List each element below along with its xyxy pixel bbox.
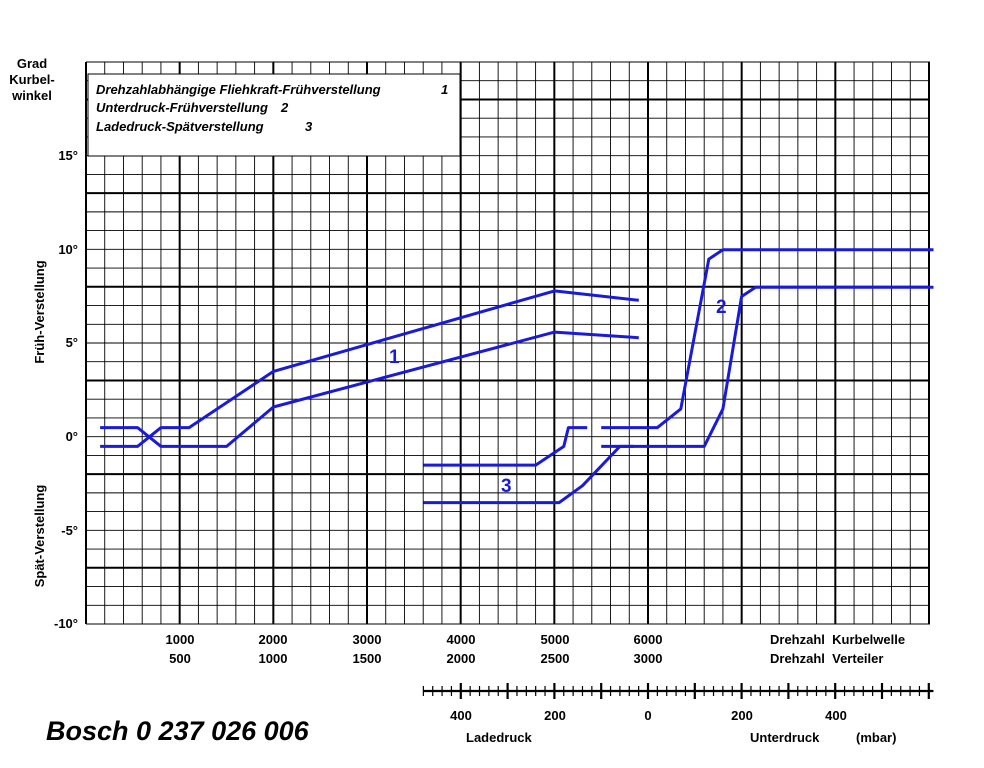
legend-box [87, 73, 461, 157]
x-tick-crankshaft: 2000 [259, 632, 288, 647]
y-tick-label: 5° [66, 335, 78, 350]
pressure-tick-label: 200 [544, 708, 566, 723]
chart-title: Bosch 0 237 026 006 [46, 716, 310, 746]
x-axis-label-crankshaft: Drehzahl Kurbelwelle [770, 632, 905, 647]
ylabel-top-2: Kurbel- [9, 72, 55, 87]
series-line-2-late [601, 285, 934, 448]
series-label-3: 3 [501, 476, 512, 497]
pressure-tick-label: 0 [644, 708, 651, 723]
pressure-tick-labels: 400 200 0 200 400 Ladedruck Unterdruck (… [450, 708, 896, 745]
legend-num-3: 3 [305, 119, 313, 134]
pressure-unit: (mbar) [856, 730, 896, 745]
y-tick-label: -10° [54, 616, 78, 631]
pressure-tick-label: 400 [825, 708, 847, 723]
x-tick-crankshaft: 4000 [447, 632, 476, 647]
legend-num-1: 1 [441, 82, 448, 97]
series-line-1-lower [100, 289, 639, 448]
y-tick-label: 0° [66, 429, 78, 444]
y-tick-label: -5° [61, 523, 78, 538]
legend: Drehzahlabhängige Fliehkraft-Frühverstel… [87, 73, 461, 157]
y-tick-label: 10° [58, 242, 78, 257]
series-label-2: 2 [716, 297, 727, 318]
ylabel-spaet: Spät-Verstellung [32, 485, 47, 588]
x-tick-distributor: 1500 [353, 651, 382, 666]
y-tick-labels: 15° 10° 5° 0° -5° -10° [54, 148, 78, 631]
pressure-tick-label: 200 [731, 708, 753, 723]
pressure-axis [422, 683, 934, 699]
ylabel-top-3: winkel [11, 88, 52, 103]
x-axis-label-distributor: Drehzahl Verteiler [770, 651, 883, 666]
x-tick-distributor: 2000 [447, 651, 476, 666]
y-tick-label: 15° [58, 148, 78, 163]
x-tick-crankshaft: 1000 [166, 632, 195, 647]
legend-item-1: Drehzahlabhängige Fliehkraft-Frühverstel… [96, 82, 381, 97]
pressure-tick-label: 400 [450, 708, 472, 723]
series-line-1-upper [100, 330, 639, 448]
legend-num-2: 2 [280, 100, 289, 115]
rpm-tick-labels: 1000 2000 3000 4000 5000 6000 500 1000 1… [166, 632, 906, 666]
series-line-2-early [601, 248, 934, 430]
series-layer [100, 248, 934, 505]
x-tick-distributor: 2500 [541, 651, 570, 666]
ylabel-frueh: Früh-Verstellung [32, 260, 47, 363]
pressure-label-ladedruck: Ladedruck [466, 730, 533, 745]
x-tick-crankshaft: 5000 [541, 632, 570, 647]
legend-item-3: Ladedruck-Spätverstellung [96, 119, 264, 134]
ylabel-top-1: Grad [17, 56, 47, 71]
x-tick-distributor: 500 [169, 651, 191, 666]
series-label-1: 1 [389, 347, 400, 368]
series-line-3-lower [423, 444, 634, 505]
x-tick-distributor: 1000 [259, 651, 288, 666]
x-tick-crankshaft: 6000 [634, 632, 663, 647]
x-tick-crankshaft: 3000 [353, 632, 382, 647]
legend-item-2: Unterdruck-Frühverstellung [96, 100, 268, 115]
series-line-3-upper [423, 426, 588, 467]
pressure-label-unterdruck: Unterdruck [750, 730, 820, 745]
x-tick-distributor: 3000 [634, 651, 663, 666]
